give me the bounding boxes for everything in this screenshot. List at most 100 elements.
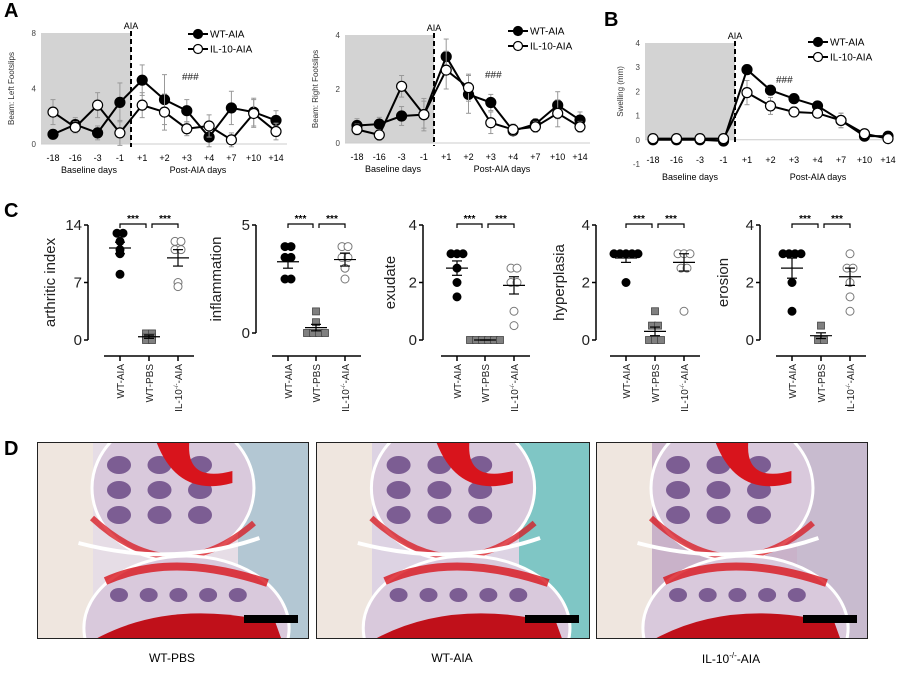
data-point — [552, 107, 564, 119]
bone-marrow — [728, 588, 747, 602]
bone-marrow — [468, 506, 493, 524]
bone-marrow — [228, 588, 247, 602]
soft-tissue-left — [597, 443, 652, 638]
bone-marrow — [419, 588, 438, 602]
aia-event-label: AIA — [124, 21, 139, 31]
data-point — [343, 242, 353, 252]
significance-stars: *** — [799, 214, 811, 225]
x-tick-label-part: -AIA — [341, 364, 352, 384]
series-il-10-aia — [647, 80, 894, 145]
x-tick-label-part: -AIA — [846, 364, 857, 384]
group-wt-aia — [609, 249, 643, 287]
x-tick-label: +4 — [812, 155, 822, 165]
y-tick-label: 4 — [746, 217, 754, 234]
legend-label: IL-10-AIA — [830, 53, 873, 64]
bone-marrow — [147, 456, 172, 474]
data-point — [396, 110, 408, 122]
growth-plate-lower — [376, 613, 562, 638]
data-point — [835, 114, 847, 127]
x-tick-label: WT-AIA — [116, 364, 127, 399]
legend-label: WT-AIA — [530, 27, 565, 38]
data-point — [788, 106, 800, 118]
dot-plot-C-arthritic-index: 0 7 14 arthritic index WT-AIA WT-PBS IL-10-/--… — [42, 214, 194, 412]
y-tick-label: 3 — [636, 63, 641, 72]
bone-marrow — [147, 506, 172, 524]
x-tick-label: -3 — [696, 155, 704, 165]
data-point — [496, 336, 504, 344]
panel-label-c: C — [4, 200, 19, 222]
y-tick-label: 14 — [65, 217, 82, 234]
x-tick-label: +1 — [742, 155, 752, 165]
bone-marrow — [666, 506, 690, 524]
histology-caption: WT-AIA — [431, 651, 473, 665]
x-tick-label-superscript: -/- — [680, 383, 686, 389]
x-tick-label: WT-PBS — [817, 364, 828, 403]
bone-marrow — [107, 506, 131, 524]
x-tick-label: +7 — [836, 155, 846, 165]
data-point — [717, 132, 730, 145]
x-tick-label: IL-10-/--AIA — [680, 364, 691, 412]
panel-label-d: D — [4, 438, 19, 460]
bone-marrow — [706, 456, 731, 474]
x-tick-label-part: IL-10 — [341, 389, 352, 412]
data-point — [845, 292, 855, 302]
group-wt-pbs — [138, 329, 160, 344]
y-axis-label: arthritic index — [42, 237, 59, 327]
x-tick-label: +10 — [246, 153, 261, 163]
joint-section-illustration — [317, 443, 589, 638]
caption-superscript: -/- — [729, 651, 737, 660]
x-tick-label: WT-PBS — [651, 364, 662, 403]
growth-plate-lower — [656, 613, 840, 638]
y-tick-label: 0 — [582, 332, 590, 349]
y-tick-label: 4 — [636, 39, 641, 48]
data-point — [858, 128, 871, 140]
significance-bracket — [151, 223, 179, 228]
x-tick-label: -18 — [350, 152, 363, 162]
growth-plate-lower — [97, 613, 282, 638]
significance-stars: *** — [665, 214, 677, 225]
y-tick-label: 4 — [582, 217, 590, 234]
significance-stars: *** — [633, 214, 645, 225]
x-tick-label-part: IL-10 — [174, 389, 185, 412]
data-point — [452, 278, 462, 287]
data-point — [574, 121, 586, 133]
y-tick-label: 0 — [336, 139, 341, 148]
data-point — [158, 106, 171, 118]
baseline-shaded-region — [41, 33, 131, 144]
baseline-days-label: Baseline days — [365, 164, 422, 174]
data-point — [118, 228, 128, 238]
legend-label: WT-AIA — [830, 38, 865, 49]
x-tick-label: -1 — [420, 152, 428, 162]
bone-marrow — [107, 456, 131, 474]
histology-caption: WT-PBS — [148, 651, 195, 665]
x-tick-label: +10 — [857, 155, 872, 165]
aia-event-label: AIA — [728, 31, 743, 41]
bone-marrow — [669, 588, 687, 602]
caption-main: IL-10 — [701, 652, 730, 666]
scale-bar — [803, 615, 857, 623]
data-point — [47, 106, 59, 118]
lower-cartilage — [383, 562, 550, 587]
significance-stars: *** — [159, 214, 171, 225]
y-axis-label: inflammation — [208, 236, 225, 321]
y-tick-label: 4 — [336, 31, 341, 40]
x-tick-label-part: -AIA — [680, 364, 691, 384]
data-point — [418, 109, 430, 121]
data-point — [529, 121, 542, 133]
significance-bracket — [318, 223, 346, 228]
growth-plate-upper — [436, 443, 513, 487]
group-il-10-aia — [334, 242, 356, 284]
data-point — [651, 307, 659, 316]
scale-bar — [525, 615, 579, 623]
scale-bar — [244, 615, 298, 623]
x-tick-label: +10 — [550, 152, 565, 162]
y-tick-label: 2 — [582, 275, 590, 292]
series-il-10-aia — [47, 92, 282, 148]
bone-marrow — [787, 588, 806, 602]
data-point — [340, 274, 350, 284]
significance-stars: *** — [464, 214, 476, 225]
x-tick-label: +7 — [530, 152, 540, 162]
aia-event-label: AIA — [427, 23, 442, 33]
x-tick-label: +3 — [182, 153, 192, 163]
data-point — [485, 96, 497, 109]
